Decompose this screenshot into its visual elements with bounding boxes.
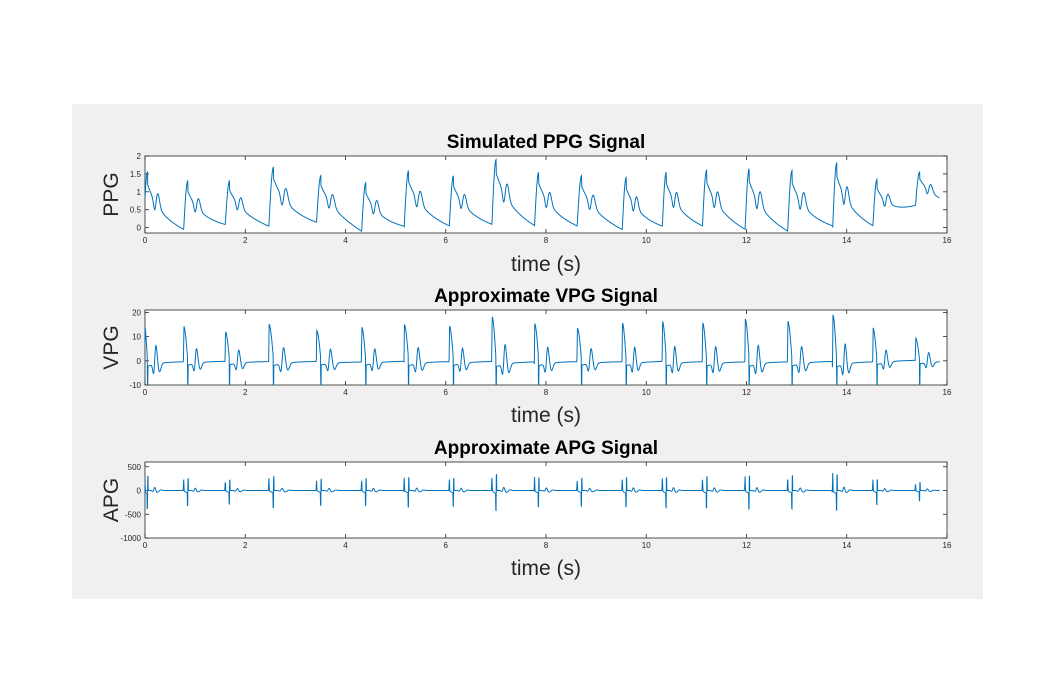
y-tick-label: 2 [137,152,142,161]
x-tick-label: 6 [444,388,449,397]
y-tick-label: 10 [132,333,141,342]
x-tick-label: 16 [943,388,952,397]
y-tick-label: -10 [129,381,141,390]
x-tick-label: 4 [343,541,348,550]
y-tick-label: 0 [137,357,142,366]
axes-box [144,155,948,234]
chart-title: Simulated PPG Signal [447,132,646,153]
x-tick-label: 10 [642,236,651,245]
y-tick-label: -500 [125,510,142,519]
x-tick-label: 2 [243,388,248,397]
y-tick-label: 1.5 [130,170,142,179]
figure-svg: Simulated PPG Signal 0 2 4 6 8 10 12 14 16 0 0.5 1 1.… [100,132,952,580]
x-tick-label: 12 [742,388,751,397]
y-axis-label: PPG [100,172,123,216]
y-tick-label: 1 [137,188,142,197]
x-tick-label: 4 [343,388,348,397]
x-tick-label: 14 [842,388,851,397]
y-tick-label: -1000 [121,534,142,543]
axes-box [144,461,948,539]
signal-line [144,157,940,233]
chart-title: Approximate VPG Signal [434,286,658,307]
x-tick-label: 12 [742,541,751,550]
figure-canvas: Simulated PPG Signal 0 2 4 6 8 10 12 14 16 0 0.5 1 1.… [72,104,983,599]
x-tick-label: 6 [444,541,449,550]
axes-box [144,309,948,386]
x-axis-label: time (s) [511,557,581,580]
x-axis-label: time (s) [511,404,581,427]
ppg-subplot: Simulated PPG Signal 0 2 4 6 8 10 12 14 16 0 0.5 1 1.… [100,132,952,276]
y-tick-label: 20 [132,308,141,317]
signal-line [144,314,940,386]
x-tick-label: 0 [143,388,148,397]
x-tick-label: 8 [544,388,549,397]
x-axis-label: time (s) [511,253,581,276]
x-tick-label: 2 [243,541,248,550]
y-tick-label: 0.5 [130,206,142,215]
y-axis-label: APG [100,478,123,522]
x-tick-label: 12 [742,236,751,245]
y-tick-label: 0 [137,487,142,496]
x-tick-label: 4 [343,236,348,245]
x-tick-label: 8 [544,236,549,245]
y-axis-label: VPG [100,325,123,369]
x-tick-label: 10 [642,541,651,550]
x-tick-label: 8 [544,541,549,550]
x-tick-label: 2 [243,236,248,245]
y-tick-label: 0 [137,224,142,233]
x-tick-label: 6 [444,236,449,245]
x-tick-label: 0 [143,236,148,245]
chart-title: Approximate APG Signal [434,438,658,459]
y-tick-label: 500 [128,463,142,472]
x-tick-label: 16 [943,541,952,550]
apg-subplot: Approximate APG Signal 0 2 4 6 8 10 12 14 16 -1000… [100,438,952,580]
signal-line [144,472,940,512]
x-tick-label: 14 [842,236,851,245]
x-tick-label: 0 [143,541,148,550]
x-tick-label: 16 [943,236,952,245]
x-tick-label: 14 [842,541,851,550]
x-tick-label: 10 [642,388,651,397]
